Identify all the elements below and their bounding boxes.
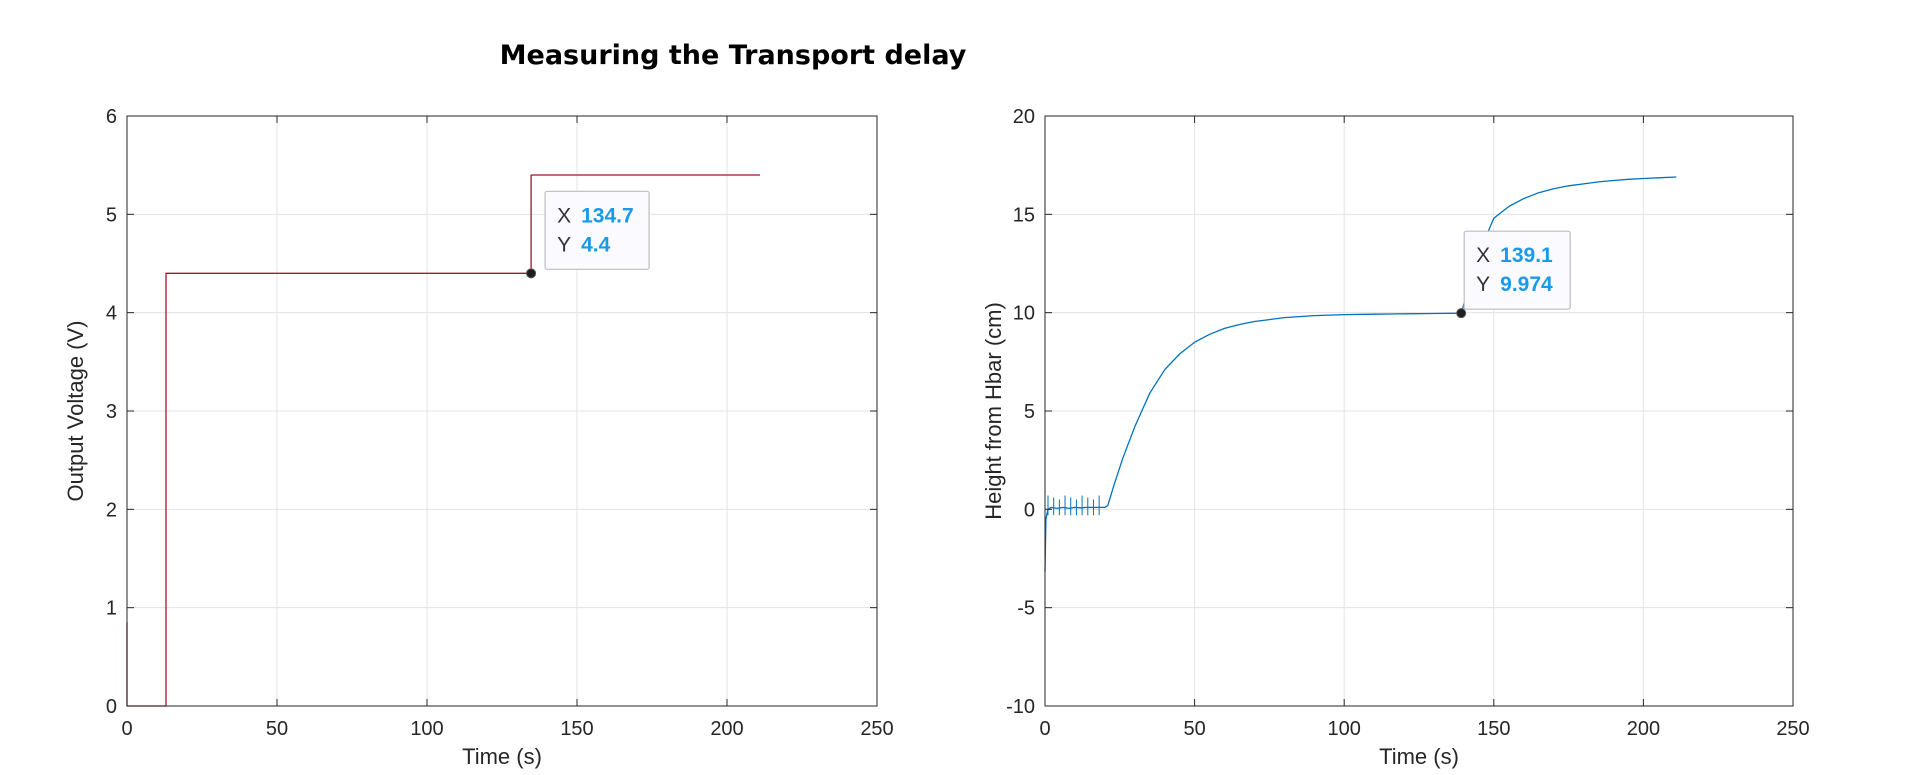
height-x-tick-label: 250 xyxy=(1776,718,1809,740)
height-y-tick-label: 5 xyxy=(1024,401,1035,423)
height-datatip[interactable]: X 139.1 Y 9.974 xyxy=(1456,230,1571,319)
voltage-x-tick-label: 200 xyxy=(710,718,743,740)
voltage-grid xyxy=(126,115,878,707)
voltage-y-tick-label: 5 xyxy=(106,204,117,226)
voltage-plot[interactable]: 0 50 100 150 200 250 0 1 2 3 4 5 6 Time (s) Output … xyxy=(63,106,894,769)
height-x-tick-label: 50 xyxy=(1183,718,1205,740)
voltage-datatip-marker xyxy=(526,268,537,279)
voltage-x-tick-label: 50 xyxy=(266,718,288,740)
voltage-datatip-x-value: 134.7 xyxy=(581,204,634,227)
height-y-tick-label: 0 xyxy=(1024,499,1035,521)
height-x-tick-label: 0 xyxy=(1039,718,1050,740)
voltage-y-tick-label: 1 xyxy=(106,598,117,620)
voltage-x-ticks: 0 50 100 150 200 250 xyxy=(121,116,894,740)
voltage-datatip[interactable]: X 134.7 Y 4.4 xyxy=(526,190,650,279)
height-series xyxy=(1044,176,1677,573)
voltage-x-tick-label: 100 xyxy=(410,718,443,740)
figure-title: Measuring the Transport delay xyxy=(500,40,967,71)
voltage-x-tick-label: 250 xyxy=(860,718,893,740)
voltage-y-label: Output Voltage (V) xyxy=(63,321,88,502)
height-datatip-y-value: 9.974 xyxy=(1500,273,1553,296)
height-x-tick-label: 100 xyxy=(1328,718,1361,740)
voltage-y-tick-label: 4 xyxy=(106,303,117,325)
voltage-y-tick-label: 0 xyxy=(106,696,117,718)
height-datatip-box xyxy=(1463,230,1571,310)
height-x-label: Time (s) xyxy=(1379,744,1459,769)
voltage-datatip-y-key: Y xyxy=(557,233,571,256)
height-x-tick-label: 200 xyxy=(1627,718,1660,740)
height-x-tick-label: 150 xyxy=(1477,718,1510,740)
height-y-label: Height from Hbar (cm) xyxy=(981,302,1006,520)
voltage-series-line xyxy=(126,174,760,707)
voltage-y-tick-label: 6 xyxy=(106,106,117,128)
voltage-series xyxy=(126,174,760,707)
height-datatip-y-key: Y xyxy=(1476,273,1490,296)
height-series-line xyxy=(1044,176,1677,573)
height-y-tick-label: 20 xyxy=(1013,106,1035,128)
voltage-datatip-box xyxy=(544,190,650,270)
height-grid xyxy=(1044,115,1794,707)
voltage-x-label: Time (s) xyxy=(462,744,542,769)
voltage-y-tick-label: 2 xyxy=(106,499,117,521)
voltage-y-tick-label: 3 xyxy=(106,401,117,423)
voltage-datatip-x-key: X xyxy=(557,204,571,227)
height-plot[interactable]: 0 50 100 150 200 250 -10 -5 0 5 10 15 20 Time (s) H… xyxy=(981,106,1810,769)
height-x-ticks: 0 50 100 150 200 250 xyxy=(1039,116,1810,740)
height-datatip-marker xyxy=(1456,308,1467,319)
voltage-datatip-y-value: 4.4 xyxy=(581,233,611,256)
voltage-x-tick-label: 0 xyxy=(121,718,132,740)
voltage-x-tick-label: 150 xyxy=(560,718,593,740)
height-datatip-x-value: 139.1 xyxy=(1500,244,1553,267)
voltage-y-ticks: 0 1 2 3 4 5 6 xyxy=(106,106,877,718)
height-y-tick-label: -10 xyxy=(1006,696,1035,718)
height-y-tick-label: -5 xyxy=(1017,598,1035,620)
height-y-tick-label: 10 xyxy=(1013,303,1035,325)
height-datatip-x-key: X xyxy=(1476,244,1490,267)
height-y-ticks: -10 -5 0 5 10 15 20 xyxy=(1006,106,1793,718)
height-y-tick-label: 15 xyxy=(1013,204,1035,226)
